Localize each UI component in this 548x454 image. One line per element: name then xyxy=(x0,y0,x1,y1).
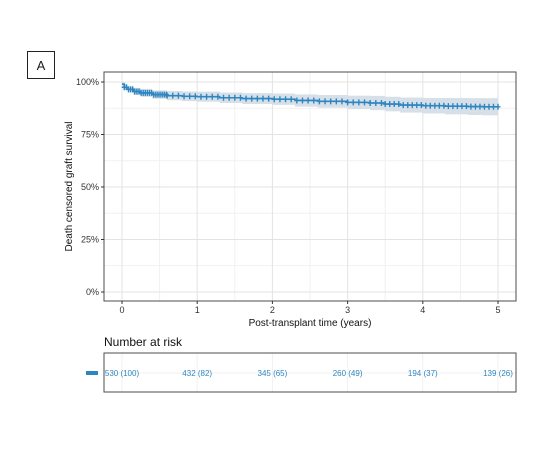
censor-mark xyxy=(450,103,456,110)
censor-mark xyxy=(423,102,429,109)
censor-mark xyxy=(221,94,227,101)
x-tick-label: 0 xyxy=(119,305,124,315)
censor-mark xyxy=(387,101,393,108)
censor-mark xyxy=(215,93,221,100)
censor-mark xyxy=(311,97,317,104)
censor-mark xyxy=(271,96,277,103)
censor-mark xyxy=(237,94,243,101)
censor-mark xyxy=(299,97,305,104)
y-tick-label: 0% xyxy=(86,287,99,297)
censor-mark xyxy=(400,102,406,109)
risk-table-frame xyxy=(103,352,517,393)
x-axis-ticks: 0 1 2 3 4 5 xyxy=(119,301,501,315)
major-grid xyxy=(104,72,516,301)
censor-mark xyxy=(409,102,415,109)
censor-mark xyxy=(232,94,238,101)
risk-table-value: 432 (82) xyxy=(182,369,212,378)
censor-mark xyxy=(192,93,198,100)
censor-mark xyxy=(441,102,447,109)
risk-table-values: 530 (100) 432 (82) 345 (65) 260 (49) 194 (37… xyxy=(105,369,513,378)
censor-mark xyxy=(305,97,311,104)
confidence-band xyxy=(122,82,498,116)
censor-mark xyxy=(226,94,232,101)
censor-mark xyxy=(362,99,368,106)
risk-table-value: 139 (26) xyxy=(483,369,513,378)
censor-mark xyxy=(277,96,283,103)
censor-mark xyxy=(243,95,249,102)
y-tick-label: 75% xyxy=(81,130,99,140)
censor-mark xyxy=(322,98,328,105)
censor-mark xyxy=(445,103,451,110)
risk-table-value: 530 (100) xyxy=(105,369,140,378)
censor-mark xyxy=(356,99,362,106)
censor-mark xyxy=(198,93,204,100)
censor-mark xyxy=(468,103,474,110)
censor-mark xyxy=(382,101,388,108)
censor-mark xyxy=(495,103,501,110)
censor-mark xyxy=(187,93,193,100)
y-tick-label: 25% xyxy=(81,235,99,245)
censor-mark xyxy=(405,102,411,109)
censor-mark xyxy=(432,102,438,109)
panel-label: A xyxy=(27,51,55,79)
y-tick-label: 100% xyxy=(76,77,99,87)
x-tick-label: 2 xyxy=(270,305,275,315)
censor-mark xyxy=(436,102,442,109)
risk-table-value: 345 (65) xyxy=(258,369,288,378)
censor-mark xyxy=(254,95,260,102)
censor-mark xyxy=(316,98,322,105)
risk-strata-swatch xyxy=(86,371,98,375)
x-tick-label: 5 xyxy=(495,305,500,315)
censor-mark xyxy=(477,103,483,110)
censor-mark xyxy=(294,97,300,104)
censor-mark xyxy=(209,93,215,100)
censor-mark xyxy=(164,92,170,99)
confidence-band-layer xyxy=(122,82,498,116)
censor-mark xyxy=(339,98,345,105)
censor-mark xyxy=(490,103,496,110)
censor-mark xyxy=(378,100,384,106)
y-axis-title: Death censored graft survival xyxy=(64,121,75,251)
x-tick-label: 3 xyxy=(345,305,350,315)
censor-mark xyxy=(328,98,334,105)
censor-mark xyxy=(204,93,210,100)
y-axis-ticks: 0% 25% 50% 75% 100% xyxy=(76,77,104,297)
censor-mark xyxy=(283,96,289,103)
censor-mark xyxy=(345,99,351,106)
censor-mark xyxy=(170,92,176,99)
censor-mark xyxy=(373,100,379,106)
censor-marks-layer xyxy=(121,84,501,110)
censor-mark xyxy=(181,93,187,100)
censor-mark xyxy=(163,91,169,98)
censor-mark xyxy=(333,98,339,105)
censor-mark xyxy=(249,95,255,102)
risk-table-title: Number at risk xyxy=(104,335,183,349)
risk-table-value: 194 (37) xyxy=(408,369,438,378)
censor-mark xyxy=(260,95,266,102)
censor-mark xyxy=(463,103,469,110)
censor-mark xyxy=(414,102,420,109)
risk-table-grid xyxy=(104,353,516,392)
censor-mark xyxy=(396,101,402,108)
x-tick-label: 1 xyxy=(195,305,200,315)
censor-mark xyxy=(486,103,492,110)
censor-mark xyxy=(367,100,373,106)
risk-table-value: 260 (49) xyxy=(333,369,363,378)
censor-mark xyxy=(350,99,356,106)
censor-mark xyxy=(427,102,433,109)
censor-mark xyxy=(175,92,181,99)
censor-mark xyxy=(266,95,272,102)
censor-mark xyxy=(472,103,478,110)
x-axis-title: Post-transplant time (years) xyxy=(249,318,372,329)
x-tick-label: 4 xyxy=(420,305,425,315)
censor-mark xyxy=(481,103,487,110)
censor-mark xyxy=(288,96,294,103)
y-tick-label: 50% xyxy=(81,182,99,192)
censor-mark xyxy=(418,102,424,109)
censor-mark xyxy=(391,101,397,108)
censor-mark xyxy=(459,103,465,110)
censor-mark xyxy=(454,103,460,110)
